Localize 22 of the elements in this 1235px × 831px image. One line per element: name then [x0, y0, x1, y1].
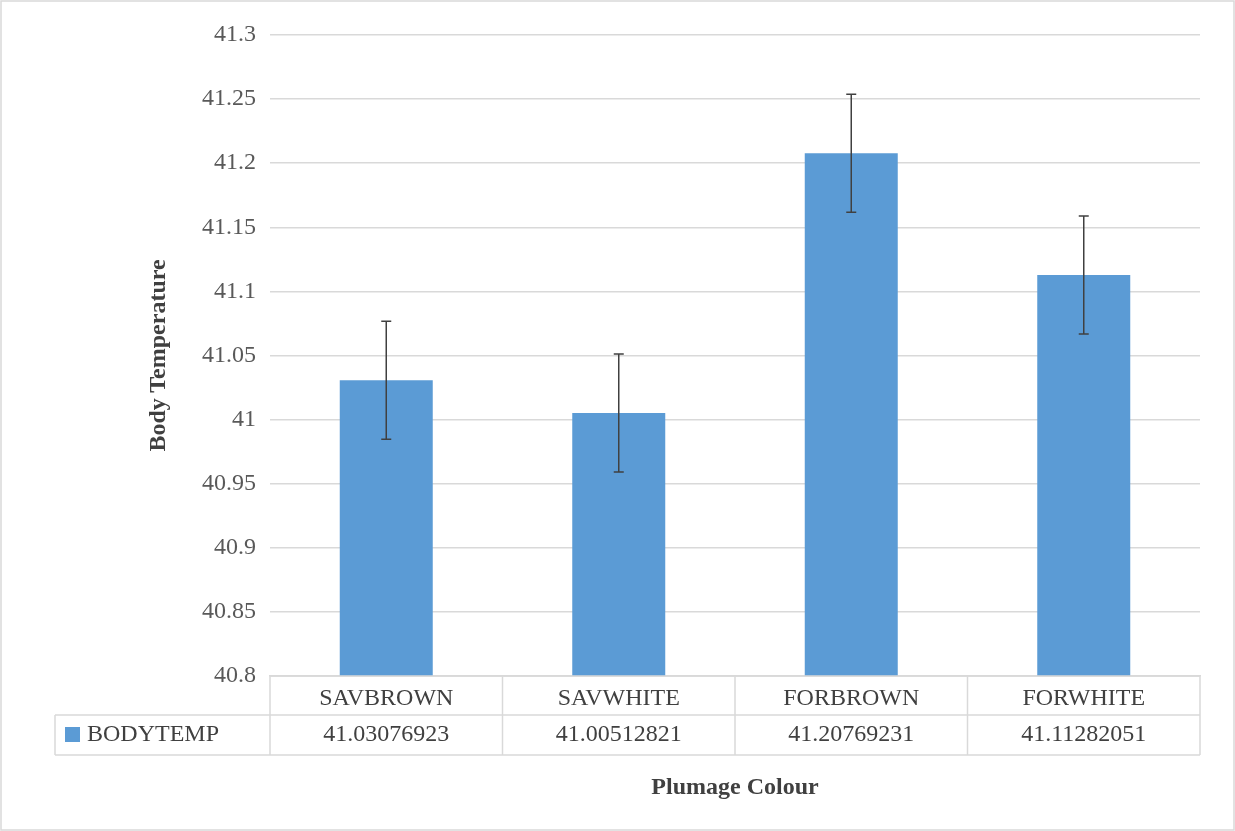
data-label: 41.20769231	[788, 720, 915, 747]
data-label: 41.00512821	[555, 720, 682, 747]
y-tick-label: 41.25	[202, 84, 256, 111]
y-axis-title: Body Temperature	[143, 259, 170, 452]
y-tick-label: 40.85	[202, 597, 256, 624]
y-tick-label: 40.9	[214, 533, 256, 560]
y-tick-label: 41.15	[202, 212, 256, 239]
y-tick-label: 41.05	[202, 340, 256, 367]
x-tick-label: FORBROWN	[783, 683, 920, 710]
x-tick-label: FORWHITE	[1022, 683, 1146, 710]
data-label: 41.11282051	[1021, 720, 1147, 747]
x-axis-title: Plumage Colour	[651, 773, 819, 800]
y-tick-label: 40.8	[214, 661, 256, 688]
y-tick-label: 41.1	[214, 276, 256, 303]
x-tick-label: SAVWHITE	[557, 683, 680, 710]
y-tick-label: 41.2	[214, 148, 256, 175]
x-tick-label: SAVBROWN	[319, 683, 454, 710]
data-label: 41.03076923	[323, 720, 450, 747]
legend-label: BODYTEMP	[87, 720, 220, 747]
y-tick-label: 40.95	[202, 469, 256, 495]
y-tick-label: 41	[232, 404, 256, 431]
y-tick-label: 41.3	[214, 20, 256, 47]
